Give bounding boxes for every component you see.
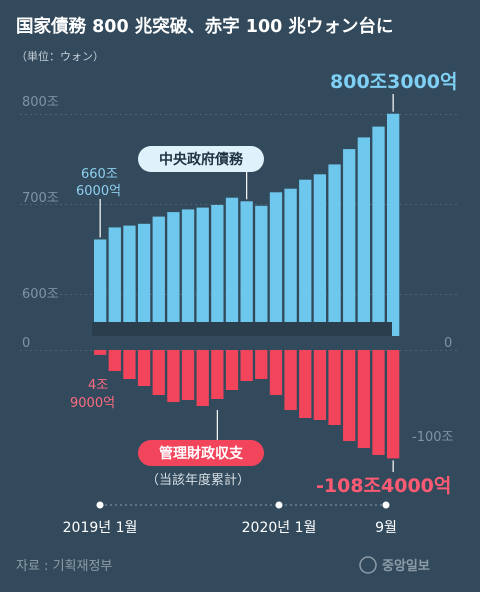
balance-bar-2019-09: [211, 350, 224, 399]
balance-bar-2019-02: [108, 350, 121, 371]
balance-first-label-1: 4조: [88, 378, 108, 393]
balance-bar-2019-12: [255, 350, 268, 379]
ytick-minus100-right: -100조: [412, 430, 454, 445]
debt-bar-2020-07: [357, 137, 370, 336]
legend-debt-label: 中央政府債務: [159, 151, 244, 168]
debt-bar-2020-04: [313, 174, 327, 336]
axis-break-band: [92, 322, 392, 336]
publisher-logo: 중앙일보: [382, 558, 430, 574]
debt-bar-2020-01: [269, 192, 283, 336]
xtick-2020-09: 9월: [375, 520, 397, 536]
balance-bar-2019-11: [240, 350, 253, 381]
timeline-dot-start: [96, 501, 104, 509]
balance-bar-2020-06: [343, 350, 356, 441]
debt-first-label-1: 660조: [81, 167, 118, 182]
timeline-dot-end: [382, 501, 390, 509]
debt-bar-2019-08: [196, 207, 209, 336]
ytick-700: 700조: [22, 191, 59, 206]
legend-balance-label: 管理財政収支: [159, 445, 244, 462]
balance-bar-2019-01: [94, 350, 107, 355]
xtick-2019-01: 2019년 1월: [63, 520, 138, 536]
debt-last-label: 800조3000억: [330, 71, 458, 93]
debt-bar-2020-06: [343, 149, 356, 336]
logo-mark-icon: [359, 556, 377, 574]
debt-bars: [94, 113, 400, 336]
ytick-zero-left: 0: [22, 336, 30, 351]
balance-bar-2020-08: [372, 350, 385, 455]
legend-balance-note: （当該年度累計）: [146, 472, 250, 488]
debt-bar-2019-11: [240, 201, 253, 336]
debt-bar-2020-08: [372, 126, 385, 336]
balance-bars: [94, 350, 400, 459]
debt-bar-2019-01: [94, 239, 107, 336]
debt-bar-2020-05: [328, 164, 341, 336]
balance-bar-2019-03: [123, 350, 136, 379]
balance-last-label: -108조4000억: [316, 475, 451, 497]
debt-bar-2019-05: [152, 216, 165, 336]
debt-bar-2020-09: [387, 113, 400, 336]
balance-bar-2020-05: [328, 350, 341, 425]
balance-first-label-2: 9000억: [70, 396, 115, 411]
leader-lines: [99, 94, 394, 472]
balance-bar-2020-07: [357, 350, 370, 448]
balance-bar-2019-05: [152, 350, 165, 395]
ytick-zero-right: 0: [444, 336, 452, 351]
balance-bar-2019-04: [137, 350, 151, 386]
source-text: 자료 : 기획재정부: [16, 559, 112, 574]
debt-first-label-2: 6000억: [76, 184, 121, 199]
debt-bar-2019-09: [211, 204, 224, 336]
unit-label: （単位：ウォン）: [16, 49, 104, 63]
balance-bar-2019-07: [181, 350, 195, 400]
debt-bar-2019-12: [255, 205, 268, 336]
legend-debt-pill: [138, 146, 264, 172]
debt-bar-2019-04: [137, 223, 151, 336]
debt-bar-2019-03: [123, 225, 136, 336]
balance-bar-2020-03: [299, 350, 312, 418]
debt-bar-2019-02: [108, 227, 121, 336]
balance-bar-2020-04: [313, 350, 327, 420]
balance-bar-2019-06: [167, 350, 180, 402]
balance-bar-2020-09: [387, 350, 400, 459]
debt-bar-2019-07: [181, 209, 195, 336]
balance-bar-2019-08: [196, 350, 209, 406]
debt-bar-2019-06: [167, 212, 180, 336]
timeline-dot-mid: [275, 501, 283, 509]
balance-bar-2019-10: [225, 350, 239, 390]
balance-bar-2020-01: [269, 350, 283, 395]
debt-bar-2020-03: [299, 179, 312, 336]
debt-bar-2020-02: [284, 188, 297, 336]
ytick-800: 800조: [22, 95, 59, 110]
gridlines: [20, 114, 460, 351]
chart-title: 国家債務 800 兆突破、赤字 100 兆ウォン台に: [16, 16, 393, 37]
balance-bar-2020-02: [284, 350, 297, 410]
legend-balance-pill: [138, 440, 264, 466]
debt-bar-2019-10: [225, 197, 239, 336]
xtick-2020-01: 2020년 1월: [242, 520, 317, 536]
ytick-600: 600조: [22, 287, 59, 302]
